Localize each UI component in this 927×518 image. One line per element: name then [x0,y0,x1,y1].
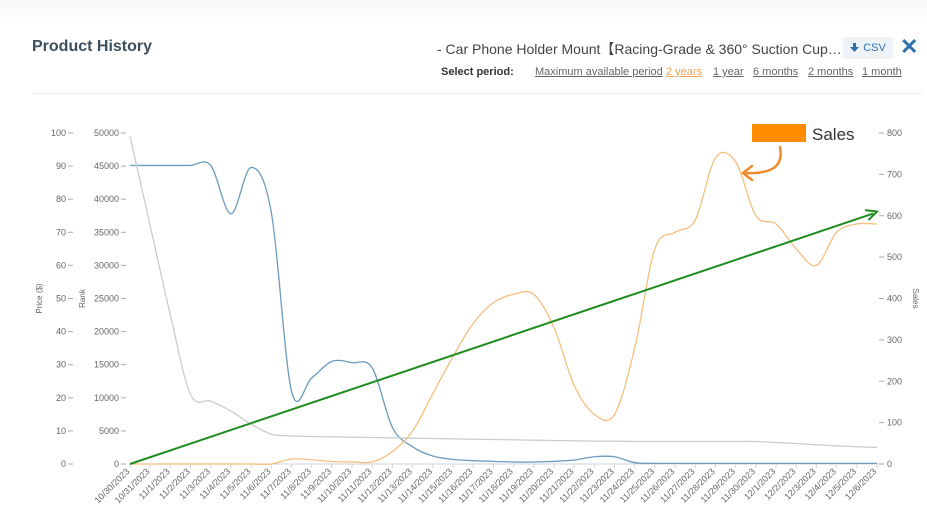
price-tick-label: 60 [56,260,66,270]
sales-tick-label: 0 [887,459,892,469]
rank-tick-label: 30000 [94,260,119,270]
period-1-month[interactable]: 1 month [862,66,902,78]
sales-tick-label: 100 [887,418,902,428]
rank-tick-label: 45000 [94,161,119,171]
rank-tick-label: 35000 [94,227,119,237]
price-tick-label: 30 [56,360,66,370]
period-1-year[interactable]: 1 year [713,66,744,78]
annotation-swatch [752,124,806,142]
annotation-label: Sales [812,125,855,144]
rank-tick-label: 50000 [94,128,119,138]
annotation-arrow-head [741,164,754,182]
trend-arrow-line [129,212,874,465]
sales-tick-label: 700 [887,169,902,179]
sales-tick-label: 500 [887,252,902,262]
price-tick-label: 10 [56,426,66,436]
rank-tick-label: 5000 [99,426,119,436]
price-tick-label: 50 [56,294,66,304]
trend-arrow-head [864,209,880,221]
annotation-arrow [742,145,782,175]
rank-axis-title: Rank [78,288,87,308]
csv-label: CSV [863,42,886,54]
price-tick-label: 40 [56,327,66,337]
csv-download-button[interactable]: CSV [843,37,893,59]
sales-tick-label: 200 [887,376,902,386]
rank-tick-label: 40000 [94,194,119,204]
sales-tick-label: 600 [887,211,902,221]
rank-tick-label: 15000 [94,360,119,370]
rank-tick-label: 0 [114,459,119,469]
period-2-months[interactable]: 2 months [808,66,854,78]
period-6-months[interactable]: 6 months [753,66,799,78]
sales-tick-label: 800 [887,128,902,138]
download-icon [850,43,860,52]
price-tick-label: 80 [56,194,66,204]
top-bar [0,0,927,22]
rank-tick-label: 25000 [94,294,119,304]
close-icon[interactable]: ✕ [900,34,919,59]
price-tick-label: 0 [61,459,66,469]
product-name: - Car Phone Holder Mount【Racing-Grade & … [437,41,842,57]
price-tick-label: 70 [56,227,66,237]
page-title: Product History [32,38,153,55]
price-series-line [129,136,878,449]
price-tick-label: 20 [56,393,66,403]
sales-tick-label: 400 [887,294,902,304]
sales-axis-title: Sales [911,288,920,308]
select-period-label: Select period: [441,66,514,78]
price-tick-label: 100 [51,128,66,138]
rank-tick-label: 10000 [94,393,119,403]
price-tick-label: 90 [56,161,66,171]
sales-tick-label: 300 [887,335,902,345]
price-axis-title: Price ($) [35,283,44,314]
period-2-years[interactable]: 2 years [666,66,703,78]
sales-series-line [129,151,878,466]
rank-tick-label: 20000 [94,327,119,337]
rank-series-line [129,161,877,465]
header-divider [32,93,922,94]
period-maximum[interactable]: Maximum available period [535,66,663,78]
